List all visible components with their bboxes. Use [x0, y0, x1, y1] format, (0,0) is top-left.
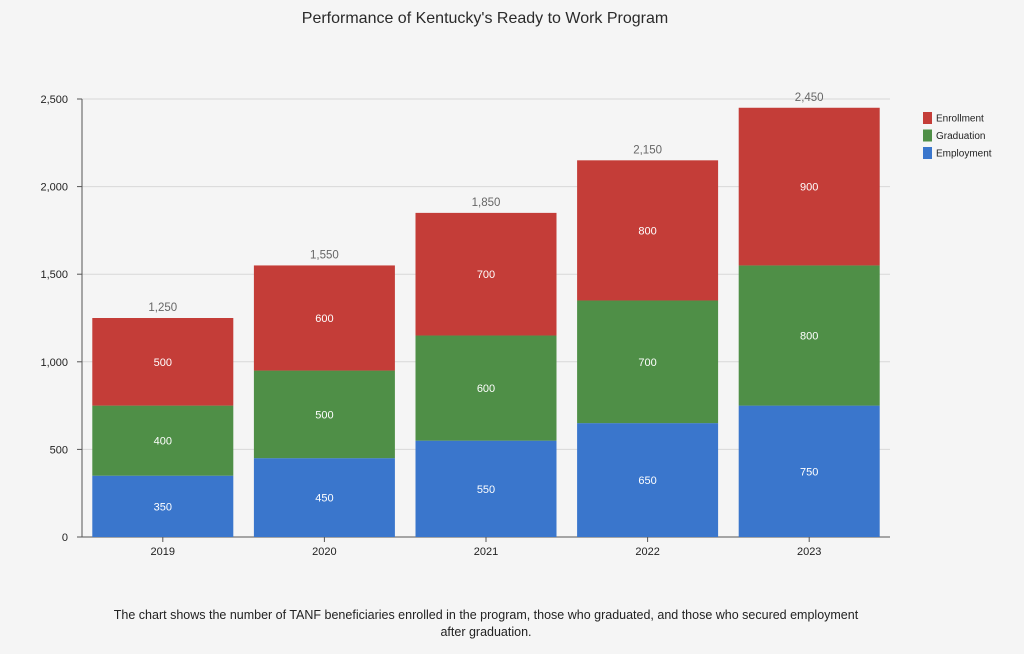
bar-segment-employment [738, 405, 880, 537]
total-label: 2,150 [633, 144, 662, 156]
x-tick-label: 2020 [312, 546, 336, 558]
data-label: 500 [154, 357, 172, 369]
y-tick-label: 500 [50, 444, 68, 456]
legend-label: Employment [936, 149, 992, 160]
legend-label: Graduation [936, 131, 985, 142]
data-label: 650 [638, 475, 656, 487]
bar-segment-enrollment [577, 160, 719, 301]
y-tick-label: 1,000 [40, 357, 68, 369]
data-label: 700 [477, 269, 495, 281]
data-label: 600 [477, 383, 495, 395]
bar-segment-graduation [92, 405, 234, 476]
data-label: 500 [315, 409, 333, 421]
total-label: 1,850 [472, 197, 501, 209]
total-label: 1,250 [148, 302, 177, 314]
data-label: 700 [638, 357, 656, 369]
legend-swatch [923, 147, 932, 159]
bar-segment-graduation [577, 300, 719, 424]
bar-segment-employment [92, 475, 234, 537]
bar-segment-graduation [738, 265, 880, 406]
x-tick-label: 2022 [635, 546, 659, 558]
chart-caption: The chart shows the number of TANF benef… [113, 608, 859, 639]
y-tick-label: 2,000 [40, 182, 68, 194]
data-label: 900 [800, 182, 818, 194]
y-tick-label: 2,500 [40, 94, 68, 106]
bar-segment-graduation [415, 335, 557, 441]
total-label: 1,550 [310, 249, 339, 261]
bar-segment-employment [253, 458, 395, 537]
y-tick-label: 0 [62, 532, 68, 544]
data-label: 800 [638, 225, 656, 237]
x-tick-label: 2023 [797, 546, 821, 558]
legend-label: Enrollment [936, 114, 984, 125]
x-tick-label: 2019 [151, 546, 175, 558]
bar-segment-employment [577, 423, 719, 537]
bars [92, 107, 880, 537]
data-label: 450 [315, 493, 333, 505]
bar-segment-enrollment [738, 107, 880, 266]
legend-swatch [923, 129, 932, 142]
y-tick-label: 1,500 [40, 269, 68, 281]
data-label: 550 [477, 484, 495, 496]
data-label: 350 [154, 501, 172, 513]
legend: Enrollment Graduation Employment [923, 112, 992, 160]
bar-segment-enrollment [415, 212, 557, 336]
chart-title: Performance of Kentucky's Ready to Work … [301, 10, 669, 27]
data-label: 750 [800, 466, 818, 478]
bar-segment-graduation [253, 370, 395, 459]
data-label: 600 [315, 313, 333, 325]
data-label: 400 [154, 436, 172, 448]
total-label: 2,450 [795, 92, 824, 104]
data-labels: 350 400 500 1,250 450 500 600 1,550 550 600 700 1,8… [148, 92, 823, 514]
bar-segment-employment [415, 440, 557, 537]
x-tick-label: 2021 [474, 546, 498, 558]
bar-segment-enrollment [253, 265, 395, 371]
bar-segment-enrollment [92, 318, 234, 406]
legend-swatch [923, 112, 932, 124]
data-label: 800 [800, 331, 818, 343]
